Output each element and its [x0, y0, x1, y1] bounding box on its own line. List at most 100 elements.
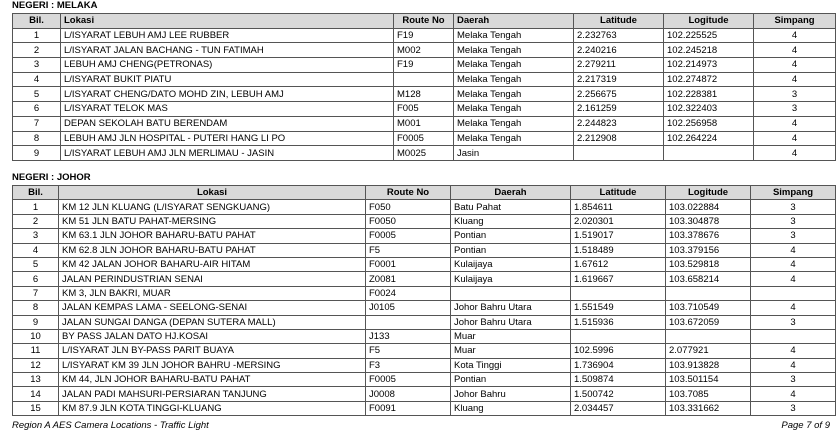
table-cell: Melaka Tengah: [453, 130, 574, 147]
table-cell: Kluang: [450, 213, 571, 230]
table-cell: JALAN KEMPAS LAMA - SEELONG-SENAI: [58, 300, 366, 316]
table-cell: 1: [12, 199, 59, 215]
table-cell: Pontian: [450, 228, 571, 244]
table-cell: 102.225525: [663, 27, 754, 44]
table-cell: 103.7085: [665, 386, 751, 402]
table-cell: 12: [12, 357, 59, 374]
table-cell: 4: [753, 71, 836, 88]
table-cell: 4: [750, 256, 836, 273]
data-table: Bil. Lokasi Route No Daerah Latitude Logitude…: [12, 184, 836, 417]
data-table: Bil. Lokasi Route No Daerah Latitude Logitude…: [12, 13, 836, 161]
table-cell: [750, 328, 836, 345]
table-cell: 102.322403: [663, 101, 754, 117]
table-cell: 1.515936: [570, 314, 666, 330]
table-cell: 8: [12, 130, 61, 147]
table-cell: 8: [12, 300, 59, 316]
table-cell: 2.020301: [570, 213, 666, 230]
column-header: Simpang: [753, 13, 836, 29]
table-cell: KM 87.9 JLN KOTA TINGGI-KLUANG: [58, 400, 366, 417]
table-cell: 4: [753, 57, 836, 73]
table-cell: Melaka Tengah: [453, 86, 574, 103]
table-cell: 3: [753, 86, 836, 103]
table-cell: LEBUH AMJ CHENG(PETRONAS): [60, 57, 394, 73]
table-cell: Muar: [450, 328, 571, 345]
table-cell: 103.331662: [665, 400, 751, 417]
table-cell: F0050: [365, 213, 451, 230]
table-cell: 6: [12, 271, 59, 287]
table-cell: Pontian: [450, 372, 571, 388]
table-cell: KM 42 JALAN JOHOR BAHARU-AIR HITAM: [58, 256, 366, 273]
table-cell: 103.913828: [665, 357, 751, 374]
table-cell: 1.519017: [570, 228, 666, 244]
header-row: Bil. Lokasi Route No Daerah Latitude Logitude…: [12, 184, 836, 201]
column-header: Bil.: [12, 184, 59, 201]
table-cell: 1.509874: [570, 372, 666, 388]
table-cell: F005: [393, 101, 454, 117]
table-cell: KM 12 JLN KLUANG (L/ISYARAT SENGKUANG): [58, 199, 366, 215]
table-cell: 2.256675: [573, 86, 664, 103]
table-cell: 103.672059: [665, 314, 751, 330]
table-cell: KM 3, JLN BAKRI, MUAR: [58, 285, 366, 302]
table-cell: 2: [12, 42, 61, 59]
table-cell: Batu Pahat: [450, 199, 571, 215]
table-row: 5 L/ISYARAT CHENG/DATO MOHD ZIN, LEBUH AM…: [12, 86, 836, 103]
column-header: Daerah: [453, 13, 574, 29]
table-cell: 2.161259: [573, 101, 664, 117]
table-cell: 102.245218: [663, 42, 754, 59]
table-cell: 4: [753, 130, 836, 147]
table-row: 6 JALAN PERINDUSTRIAN SENAI Z0081 Kulaijaya…: [12, 271, 836, 287]
table-cell: 3: [753, 101, 836, 117]
table-cell: 4: [750, 300, 836, 316]
table-cell: 102.256958: [663, 115, 754, 132]
table-cell: 2.279211: [573, 57, 664, 73]
table-cell: 4: [750, 357, 836, 374]
table-cell: 5: [12, 256, 59, 273]
column-header: Route No: [393, 13, 454, 29]
table-cell: 4: [12, 71, 61, 88]
column-header: Daerah: [450, 184, 571, 201]
table-cell: 4: [750, 343, 836, 359]
table-cell: 102.5996: [570, 343, 666, 359]
table-cell: J0008: [365, 386, 451, 402]
table-cell: F5: [365, 242, 451, 258]
table-cell: F0001: [365, 256, 451, 273]
table-cell: [663, 145, 754, 161]
table-row: 4 KM 62.8 JLN JOHOR BAHARU-BATU PAHAT F5 Po…: [12, 242, 836, 258]
table-cell: [393, 71, 454, 88]
table-cell: 1.518489: [570, 242, 666, 258]
table-cell: 3: [750, 199, 836, 215]
table-cell: F050: [365, 199, 451, 215]
column-header: Route No: [365, 184, 451, 201]
table-cell: F0091: [365, 400, 451, 417]
table-cell: 3: [12, 228, 59, 244]
table-cell: JALAN PADI MAHSURI-PERSIARAN TANJUNG: [58, 386, 366, 402]
table-cell: 102.214973: [663, 57, 754, 73]
table-cell: LEBUH AMJ JLN HOSPITAL - PUTERI HANG LI …: [60, 130, 394, 147]
table-row: 2 KM 51 JLN BATU PAHAT-MERSING F0050 Kluang…: [12, 213, 836, 230]
table-cell: 4: [12, 242, 59, 258]
table-cell: [365, 314, 451, 330]
table-cell: [570, 328, 666, 345]
table-cell: 102.264224: [663, 130, 754, 147]
table-cell: Kota Tinggi: [450, 357, 571, 374]
table-cell: J0105: [365, 300, 451, 316]
table-cell: M002: [393, 42, 454, 59]
table-cell: Pontian: [450, 242, 571, 258]
table-cell: Jasin: [453, 145, 574, 161]
footer-left: Region A AES Camera Locations - Traffic …: [12, 420, 209, 431]
table-cell: [450, 285, 571, 302]
table-cell: [750, 285, 836, 302]
table-cell: 103.710549: [665, 300, 751, 316]
table-cell: L/ISYARAT LEBUH AMJ JLN MERLIMAU - JASIN: [60, 145, 394, 161]
table-cell: 103.022884: [665, 199, 751, 215]
table-cell: 4: [753, 145, 836, 161]
table-cell: F0024: [365, 285, 451, 302]
table-cell: Melaka Tengah: [453, 42, 574, 59]
table-cell: KM 63.1 JLN JOHOR BAHARU-BATU PAHAT: [58, 228, 366, 244]
table-row: 9 L/ISYARAT LEBUH AMJ JLN MERLIMAU - JASI…: [12, 145, 836, 161]
table-cell: 9: [12, 145, 61, 161]
column-header: Logitude: [663, 13, 754, 29]
table-cell: F0005: [393, 130, 454, 147]
table-cell: 103.529818: [665, 256, 751, 273]
table-cell: 103.379156: [665, 242, 751, 258]
